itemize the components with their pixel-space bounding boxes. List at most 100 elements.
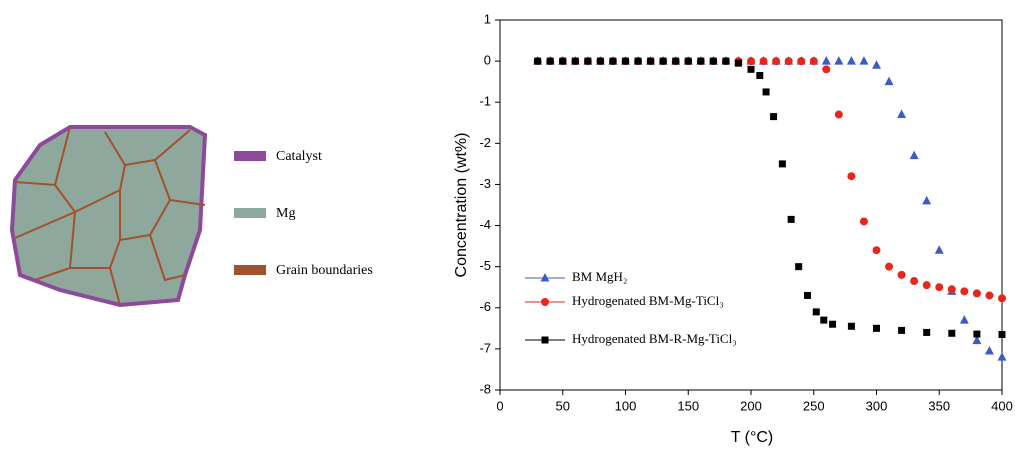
marker [897, 270, 906, 279]
marker [722, 57, 730, 65]
marker [759, 57, 768, 66]
y-tick-label: -2 [479, 135, 491, 150]
marker [797, 57, 806, 66]
y-tick-label: -3 [479, 176, 491, 191]
y-tick-label: 0 [484, 53, 491, 68]
marker [998, 331, 1006, 338]
marker [559, 57, 567, 65]
marker [747, 65, 755, 73]
legend-swatch [234, 208, 266, 218]
x-tick-label: 350 [928, 398, 950, 413]
marker [820, 316, 828, 324]
marker [541, 298, 549, 306]
marker [984, 345, 994, 355]
grain-boundaries [14, 126, 206, 306]
x-axis-label: T (°C) [731, 429, 774, 446]
y-tick-label: 1 [484, 11, 491, 26]
legend-label: Mg [276, 206, 295, 221]
x-tick-label: 300 [866, 398, 888, 413]
marker [960, 287, 969, 296]
marker [734, 59, 742, 67]
marker [821, 56, 831, 65]
marker [834, 56, 844, 65]
grain-diagram [9, 125, 208, 308]
y-tick-label: -5 [479, 258, 491, 273]
marker [829, 320, 837, 328]
legend-swatch [234, 265, 266, 275]
marker [659, 57, 667, 65]
legend-label: Hydrogenated BM-R-Mg-TiCl₃ [572, 331, 737, 346]
marker [709, 57, 717, 65]
marker [948, 329, 956, 337]
x-tick-label: 200 [740, 398, 762, 413]
y-axis-label: Concentration (wt%) [453, 133, 470, 278]
x-tick-label: 0 [496, 398, 503, 413]
legend-label: Hydrogenated BM-Mg-TiCl₃ [572, 293, 724, 308]
marker [997, 352, 1007, 361]
marker [609, 57, 617, 65]
marker [872, 246, 881, 255]
marker [947, 285, 956, 294]
x-tick-label: 50 [556, 398, 570, 413]
marker [884, 76, 894, 86]
marker [647, 57, 655, 65]
marker [756, 72, 764, 79]
marker [596, 57, 604, 65]
marker [934, 245, 944, 254]
marker [772, 57, 781, 66]
marker [770, 113, 778, 121]
y-tick-label: -7 [479, 340, 491, 355]
legend-label: Catalyst [276, 149, 322, 164]
marker [897, 109, 907, 119]
marker [812, 308, 820, 316]
marker [959, 315, 969, 324]
x-tick-label: 100 [615, 398, 637, 413]
marker [697, 57, 705, 65]
x-tick-label: 250 [803, 398, 825, 413]
marker [672, 57, 680, 65]
y-tick-label: -1 [479, 94, 491, 109]
marker [747, 57, 755, 66]
marker [540, 273, 550, 282]
legend-label: Grain boundaries [276, 263, 373, 278]
y-tick-label: -4 [479, 217, 491, 232]
marker [909, 150, 919, 160]
marker [546, 57, 554, 65]
marker [873, 324, 880, 332]
marker [898, 326, 906, 334]
marker [859, 217, 868, 226]
marker [885, 262, 894, 271]
marker [622, 57, 629, 65]
marker [872, 60, 881, 69]
y-tick-label: -6 [479, 299, 491, 314]
marker [910, 277, 919, 286]
marker [784, 57, 793, 66]
marker [803, 291, 811, 299]
marker [778, 160, 786, 168]
marker [972, 335, 982, 345]
marker [534, 57, 542, 65]
y-tick-label: -8 [479, 381, 491, 396]
marker [822, 65, 831, 74]
marker [584, 57, 592, 65]
marker [795, 263, 803, 271]
x-tick-label: 150 [677, 398, 699, 413]
marker [859, 56, 869, 65]
marker [923, 328, 931, 336]
marker [787, 215, 795, 223]
marker [847, 172, 856, 181]
legend-swatch [234, 151, 266, 161]
marker [684, 57, 692, 65]
marker [922, 281, 931, 290]
marker [846, 56, 856, 65]
marker [998, 294, 1006, 303]
marker [634, 57, 642, 65]
marker [762, 88, 770, 96]
marker [935, 283, 944, 292]
marker [922, 195, 932, 205]
marker [809, 57, 818, 66]
marker [847, 322, 855, 330]
marker [973, 330, 981, 338]
marker [985, 291, 994, 300]
